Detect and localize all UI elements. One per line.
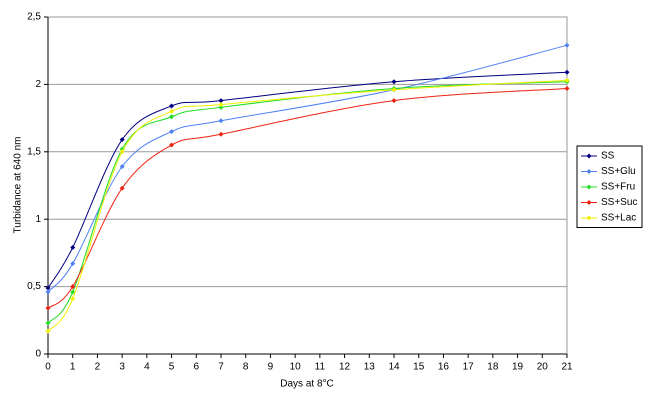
data-point xyxy=(564,77,570,83)
x-tick-label: 0 xyxy=(45,362,51,373)
data-point xyxy=(119,149,125,155)
y-axis-label: Turbidance at 640 nm xyxy=(13,137,24,234)
legend-marker xyxy=(586,215,592,221)
series-line xyxy=(47,44,568,293)
x-tick-label: 16 xyxy=(438,362,450,373)
legend: SS SS+Glu SS+Fru SS+Suc SS+Lac xyxy=(576,145,643,228)
data-point xyxy=(119,164,125,170)
data-point xyxy=(391,98,397,104)
x-tick-label: 12 xyxy=(339,362,351,373)
x-tick-label: 15 xyxy=(413,362,425,373)
data-point xyxy=(70,289,76,295)
y-tick-label: 0,5 xyxy=(27,281,41,292)
data-point xyxy=(218,104,224,110)
x-axis-label: Days at 8°C xyxy=(280,379,333,390)
data-point xyxy=(70,296,76,302)
data-point xyxy=(119,185,125,191)
data-point xyxy=(70,284,76,290)
data-point xyxy=(169,129,175,135)
x-tick-label: 2 xyxy=(95,362,101,373)
y-tick-label: 2,5 xyxy=(27,12,41,23)
x-tick-label: 13 xyxy=(364,362,376,373)
data-point xyxy=(218,102,224,108)
legend-label: SS+Fru xyxy=(601,182,635,193)
data-point xyxy=(45,285,51,291)
legend-label: SS+Suc xyxy=(601,197,637,208)
x-tick-label: 3 xyxy=(119,362,125,373)
series-line xyxy=(47,79,568,332)
x-tick-label: 20 xyxy=(537,362,549,373)
x-tick-label: 6 xyxy=(194,362,200,373)
data-point xyxy=(169,142,175,148)
x-tick-label: 14 xyxy=(388,362,400,373)
y-tick-label: 2 xyxy=(35,79,41,90)
x-tick-label: 5 xyxy=(169,362,175,373)
legend-marker xyxy=(586,153,592,159)
x-tick-label: 4 xyxy=(144,362,150,373)
legend-label: SS+Glu xyxy=(601,166,636,177)
legend-marker xyxy=(586,200,592,205)
data-point xyxy=(218,98,224,104)
data-point xyxy=(70,261,76,267)
data-point xyxy=(45,289,51,295)
x-tick-label: 1 xyxy=(70,362,76,373)
x-tick-label: 10 xyxy=(290,362,302,373)
data-point xyxy=(564,85,570,91)
data-point xyxy=(119,137,125,143)
legend-label: SS xyxy=(601,151,615,162)
data-point xyxy=(391,79,397,85)
data-point xyxy=(169,114,175,120)
data-point xyxy=(45,328,51,334)
data-point xyxy=(70,245,76,251)
data-point xyxy=(169,103,175,109)
data-point xyxy=(391,87,397,93)
data-point xyxy=(564,69,570,75)
y-tick-label: 0 xyxy=(35,349,41,360)
series-line xyxy=(47,71,568,289)
legend-label: SS+Lac xyxy=(601,213,636,224)
x-tick-label: 21 xyxy=(561,362,573,373)
series-line xyxy=(47,87,568,309)
data-point xyxy=(169,108,175,114)
y-tick-label: 1,5 xyxy=(27,146,41,157)
legend-box xyxy=(576,145,643,228)
data-point xyxy=(218,131,224,137)
y-tick-label: 1 xyxy=(35,214,41,225)
data-point xyxy=(218,118,224,124)
legend-marker xyxy=(586,184,592,190)
data-point xyxy=(45,320,51,326)
legend-marker xyxy=(586,169,592,174)
x-tick-label: 7 xyxy=(218,362,224,373)
x-tick-label: 19 xyxy=(512,362,524,373)
x-tick-label: 11 xyxy=(315,362,326,373)
plot-border xyxy=(47,16,568,355)
x-tick-label: 17 xyxy=(463,362,475,373)
x-tick-label: 18 xyxy=(487,362,499,373)
x-tick-label: 9 xyxy=(268,362,274,373)
data-point xyxy=(564,42,570,48)
data-point xyxy=(45,305,51,311)
x-tick-label: 8 xyxy=(243,362,249,373)
